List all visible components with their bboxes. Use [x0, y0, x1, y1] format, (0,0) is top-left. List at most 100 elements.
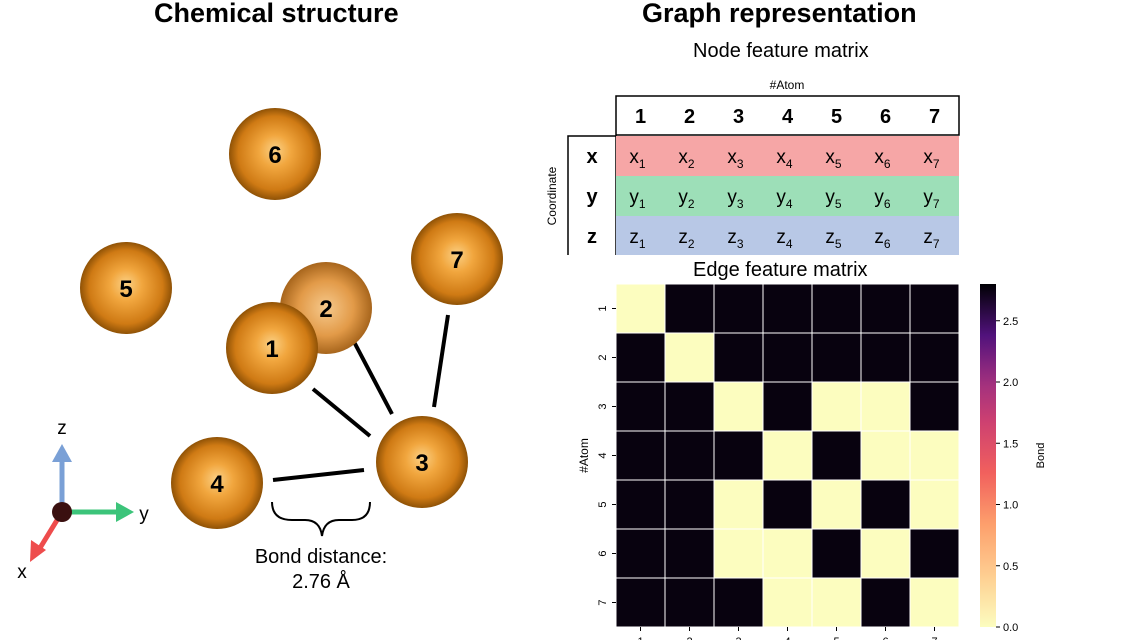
node-matrix-row-band [616, 176, 959, 216]
node-matrix-cell: y4 [776, 187, 793, 211]
heatmap-cell [762, 577, 813, 628]
heatmap-cell [860, 430, 911, 481]
heatmap-cell [664, 381, 715, 432]
heatmap-cell [615, 381, 666, 432]
heatmap-cell [811, 430, 862, 481]
heatmap-cell [713, 528, 764, 579]
heatmap-cell [909, 577, 960, 628]
node-matrix-cell: z6 [874, 227, 891, 251]
atom-6: 6 [229, 108, 321, 200]
heatmap-cell [811, 528, 862, 579]
node-feature-matrix: #Atom Coordinate 1 2 3 4 5 6 7 x x1 x2 x3 x4 x5 x6 x7 y… [545, 78, 960, 255]
heatmap-cell [860, 479, 911, 530]
heatmap-cell [909, 528, 960, 579]
atom-7: 7 [411, 213, 503, 305]
node-matrix-row-label: x [586, 146, 597, 168]
heatmap-cell [615, 479, 666, 530]
node-matrix-cell: z3 [727, 227, 744, 251]
heatmap-cell [909, 479, 960, 530]
colorbar-tick-label: 0.0 [1003, 622, 1018, 634]
node-matrix-cell: x6 [874, 147, 891, 171]
axis-z-label: z [57, 418, 67, 439]
atom-1-label: 1 [265, 336, 278, 363]
colorbar-tick-label: 1.5 [1003, 438, 1018, 450]
atom-5: 5 [80, 242, 172, 334]
heatmap-cell [713, 430, 764, 481]
heatmap-x-tick-label: 5 [833, 636, 839, 640]
heatmap-cell [762, 430, 813, 481]
axis-y-label: y [139, 504, 149, 525]
heatmap-cell [909, 381, 960, 432]
node-matrix-cell: x2 [678, 147, 695, 171]
node-matrix-cell: x7 [923, 147, 940, 171]
heatmap-cell [713, 479, 764, 530]
axis-origin [52, 502, 72, 522]
heatmap-y-tick-label: 6 [597, 550, 609, 556]
heatmap-cell [762, 479, 813, 530]
colorbar-tick-label: 0.5 [1003, 561, 1018, 573]
heatmap-y-tick-label: 4 [597, 452, 609, 458]
node-matrix-cell: z2 [678, 227, 695, 251]
heatmap-cell [860, 577, 911, 628]
heatmap-cell [664, 283, 715, 334]
heatmap-y-tick-label: 3 [597, 403, 609, 409]
heatmap-x-tick-label: 4 [784, 636, 790, 640]
colorbar [980, 284, 996, 627]
node-matrix-row-axis-label: Coordinate [545, 166, 559, 225]
bond-distance-brace [271, 501, 371, 537]
atom-6-label: 6 [268, 142, 281, 169]
heatmap-cell [860, 283, 911, 334]
node-matrix-cell: y1 [629, 187, 646, 211]
node-matrix-cell: y5 [825, 187, 842, 211]
heatmap-x-tick-label: 1 [637, 636, 643, 640]
heatmap-x-tick-label: 2 [686, 636, 692, 640]
heatmap-cell [811, 479, 862, 530]
node-matrix-cell: z1 [629, 227, 646, 251]
heatmap-x-tick-label: 6 [882, 636, 888, 640]
heatmap-cell [615, 528, 666, 579]
bond-distance-label: Bond distance: [255, 546, 387, 568]
node-matrix-col-header: 3 [733, 106, 744, 128]
heatmap-y-tick-label: 1 [597, 305, 609, 311]
heatmap-cell [664, 430, 715, 481]
heatmap-y-axis-label: #Atom [577, 438, 591, 473]
node-matrix-col-header: 6 [880, 106, 891, 128]
heatmap-cell [615, 577, 666, 628]
node-matrix-cell: x3 [727, 147, 744, 171]
node-matrix-row-band [616, 136, 959, 176]
heatmap-cell [762, 332, 813, 383]
node-matrix-cell: y2 [678, 187, 695, 211]
heatmap-cell [909, 283, 960, 334]
colorbar-tick-label: 2.5 [1003, 316, 1018, 328]
atom-5-label: 5 [119, 276, 132, 303]
bond-line-7-3 [432, 314, 450, 408]
edge-matrix-title: Edge feature matrix [693, 259, 868, 281]
heatmap-cell [811, 381, 862, 432]
heatmap-cell [860, 528, 911, 579]
heatmap-cell [615, 283, 666, 334]
node-matrix-cell: y7 [923, 187, 940, 211]
atom-4: 4 [171, 437, 263, 529]
atom-1: 1 [226, 302, 318, 394]
node-matrix-cell: z7 [923, 227, 940, 251]
left-panel-title: Chemical structure [154, 0, 399, 28]
node-matrix-row-label: z [587, 226, 597, 248]
heatmap-cell [762, 283, 813, 334]
heatmap-x-tick-label: 3 [735, 636, 741, 640]
node-matrix-col-axis-label: #Atom [770, 78, 805, 92]
node-matrix-col-header: 5 [831, 106, 842, 128]
heatmap-cell [664, 479, 715, 530]
node-matrix-header-box [615, 95, 960, 136]
heatmap-cell [909, 332, 960, 383]
heatmap-y-tick-label: 5 [597, 501, 609, 507]
node-matrix-cell: x5 [825, 147, 842, 171]
node-matrix-row-label: y [586, 186, 598, 208]
colorbar-label: Bond [1035, 443, 1047, 469]
bond-distance-value: 2.76 Å [292, 570, 350, 593]
node-matrix-row-band [616, 216, 959, 255]
heatmap-cell [664, 332, 715, 383]
atom-3-label: 3 [415, 450, 428, 477]
node-matrix-col-header: 1 [635, 106, 646, 128]
heatmap-cell [860, 332, 911, 383]
node-matrix-cell: x1 [629, 147, 646, 171]
